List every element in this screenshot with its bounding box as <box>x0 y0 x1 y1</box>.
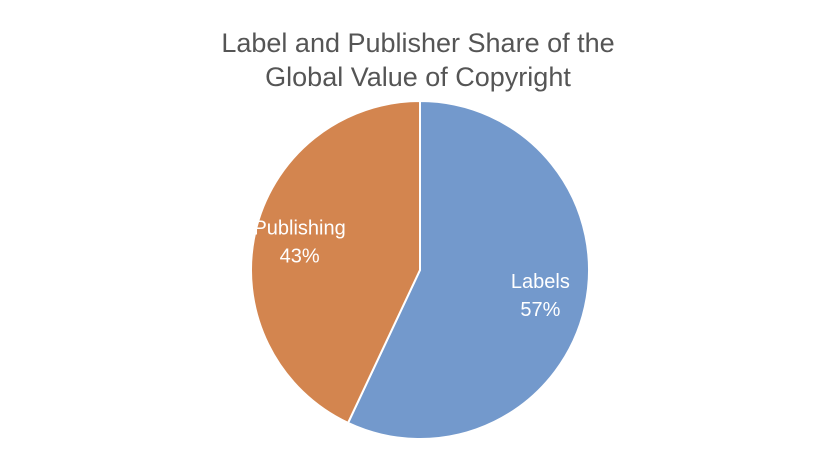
chart-title: Label and Publisher Share of the Global … <box>221 28 615 92</box>
pie-slice <box>346 99 590 440</box>
slice-value-label: 57% <box>520 299 560 321</box>
slice-category-label: Publishing <box>253 217 345 239</box>
slice-category-label: Labels <box>511 271 570 293</box>
pie-slice <box>249 99 421 425</box>
slice-value-label: 43% <box>280 245 320 267</box>
